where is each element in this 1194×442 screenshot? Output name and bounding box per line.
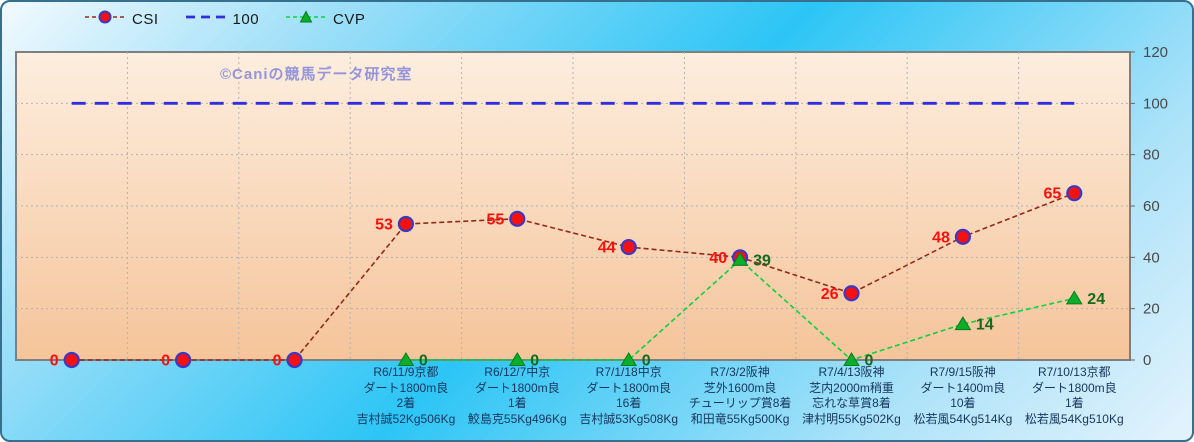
y-tick-label: 60: [1143, 198, 1160, 215]
legend-swatch-100-icon: [185, 9, 227, 30]
cvp-marker-icon: [843, 352, 860, 366]
cvp-marker-icon: [731, 251, 749, 266]
x-label-line: 芝外1600m良: [703, 380, 777, 395]
legend-item-cvp: CVP: [285, 9, 365, 30]
x-label-line: 忘れな草賞8着: [812, 396, 891, 410]
x-label-line: 吉村誠53Kg508Kg: [579, 411, 679, 426]
x-label-line: 松若風54Kg510Kg: [1024, 411, 1124, 426]
cvp-value-label: 14: [976, 317, 994, 334]
y-tick-label: 20: [1143, 301, 1160, 318]
csi-marker-icon: [620, 238, 637, 256]
csi-value-label: 0: [161, 353, 170, 370]
cvp-value-label: 0: [419, 353, 428, 370]
csi-value-label: 44: [598, 240, 616, 257]
legend-label-cvp: CVP: [333, 10, 366, 28]
y-tick-label: 80: [1143, 147, 1160, 164]
cvp-marker-icon: [620, 352, 638, 366]
csi-marker-icon: [175, 351, 192, 369]
x-label-line: R7/10/13京都: [1037, 365, 1111, 379]
x-label-line: 和田竜55Kg500Kg: [690, 411, 790, 426]
x-label-line: ダート1800m良: [474, 380, 560, 395]
y-tick-label: 0: [1143, 352, 1151, 369]
x-label-line: 2着: [396, 396, 416, 410]
x-label-line: ダート1800m良: [1031, 380, 1117, 395]
csi-marker-icon: [286, 351, 303, 369]
cvp-value-label: 0: [530, 353, 539, 370]
chart-legend: CSI 100 CVP: [84, 8, 365, 30]
csi-value-label: 40: [709, 250, 727, 267]
x-label-line: 10着: [950, 396, 976, 410]
cvp-value-label: 24: [1087, 291, 1105, 308]
csi-value-label: 26: [821, 286, 839, 303]
legend-item-100: 100: [185, 9, 260, 30]
x-label-line: ダート1800m良: [363, 380, 449, 395]
cvp-marker-icon: [397, 352, 415, 366]
cvp-value-label: 39: [753, 252, 771, 269]
x-label-line: 鮫島克55Kg496Kg: [467, 411, 567, 426]
cvp-marker-icon: [508, 352, 526, 366]
y-tick-label: 100: [1143, 95, 1168, 112]
x-label-line: 吉村誠52Kg506Kg: [356, 411, 456, 426]
csi-marker-icon: [1066, 185, 1083, 202]
legend-label-csi: CSI: [132, 10, 159, 28]
x-label-line: R6/11/9京都: [373, 365, 439, 379]
cvp-marker-icon: [1065, 290, 1083, 305]
x-label-line: R7/9/15阪神: [929, 365, 996, 379]
csi-value-label: 53: [375, 216, 393, 233]
y-axis: 0 20 40 60 80 100 120: [1130, 44, 1168, 369]
cvp-marker-icon: [954, 316, 972, 331]
csi-value-label: 55: [487, 211, 505, 228]
legend-swatch-csi-icon: [84, 9, 126, 30]
x-label-line: 1着: [507, 396, 527, 410]
watermark: ©Caniの競馬データ研究室: [220, 66, 413, 83]
legend-swatch-cvp-icon: [285, 9, 327, 30]
legend-item-csi: CSI: [84, 9, 159, 30]
x-label-line: R6/12/7中京: [484, 365, 551, 379]
csi-marker-icon: [509, 210, 526, 227]
series-CVP: 0 0 0 39 0 14 24: [397, 251, 1105, 370]
csi-value-label: 0: [50, 353, 59, 370]
y-tick-label: 120: [1143, 44, 1168, 61]
x-label-line: ダート1800m良: [586, 380, 672, 395]
x-label-line: R7/4/13阪神: [818, 365, 885, 379]
x-axis-label: R7/1/18中京 ダート1800m良 16着 吉村誠53Kg508Kg: [569, 365, 689, 427]
cvp-value-label: 0: [642, 353, 651, 370]
x-label-line: 松若風54Kg514Kg: [913, 411, 1013, 426]
x-axis-label: R7/3/2阪神 芝外1600m良 チューリップ賞8着 和田竜55Kg500Kg: [680, 365, 800, 427]
csi-value-label: 0: [273, 353, 282, 370]
csi-marker-icon: [954, 228, 972, 245]
x-label-line: 津村明55Kg502Kg: [802, 411, 901, 426]
csi-value-label: 65: [1044, 186, 1062, 203]
csi-marker-icon: [397, 215, 414, 233]
x-label-line: 芝内2000m稍重: [809, 380, 894, 395]
x-axis-label: R6/11/9京都 ダート1800m良 2着 吉村誠52Kg506Kg: [346, 365, 466, 427]
csi-marker-icon: [63, 351, 80, 369]
x-axis-label: R6/12/7中京 ダート1800m良 1着 鮫島克55Kg496Kg: [457, 365, 577, 427]
y-tick-label: 40: [1143, 249, 1160, 266]
x-label-line: ダート1400m良: [920, 380, 1006, 395]
cvp-value-label: 0: [865, 353, 874, 370]
gridlines: [16, 52, 1130, 360]
x-axis-label: R7/4/13阪神 芝内2000m稍重 忘れな草賞8着 津村明55Kg502Kg: [792, 365, 912, 427]
legend-label-100: 100: [232, 10, 260, 28]
x-label-line: R7/1/18中京: [595, 365, 662, 379]
x-label-line: 16着: [616, 396, 642, 410]
x-axis-label: R7/10/13京都 ダート1800m良 1着 松若風54Kg510Kg: [1014, 365, 1134, 427]
x-label-line: 1着: [1064, 396, 1084, 410]
x-label-line: R7/3/2阪神: [710, 365, 770, 379]
csi-marker-icon: [843, 285, 860, 302]
series-line-CSI: [71, 192, 1075, 361]
x-axis-label: R7/9/15阪神 ダート1400m良 10着 松若風54Kg514Kg: [903, 365, 1023, 427]
csi-value-label: 48: [932, 229, 950, 246]
x-label-line: チューリップ賞8着: [688, 396, 792, 410]
